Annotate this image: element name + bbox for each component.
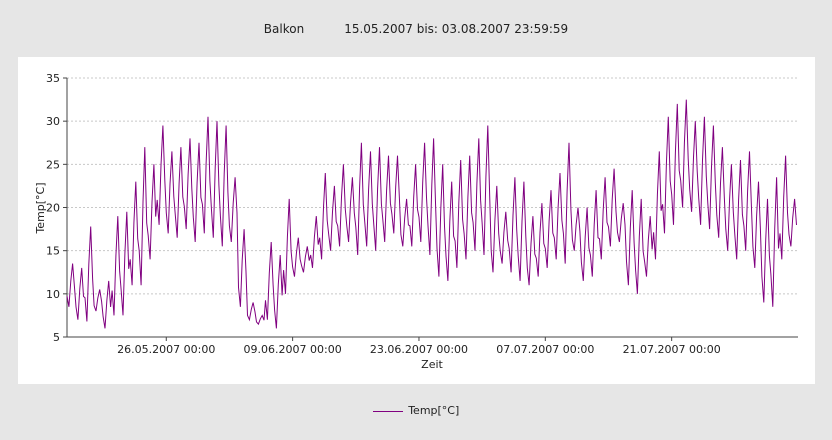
y-axis-label: Temp[°C] xyxy=(34,182,47,234)
legend: Temp[°C] xyxy=(0,404,832,417)
y-tick-label: 5 xyxy=(53,331,60,344)
x-tick-label: 09.06.2007 00:00 xyxy=(244,343,342,356)
x-tick-label: 07.07.2007 00:00 xyxy=(496,343,594,356)
grid-lines xyxy=(67,77,798,295)
y-tick-label: 25 xyxy=(46,158,60,171)
chart-title-location: Balkon xyxy=(263,22,305,36)
y-tick-label: 35 xyxy=(46,72,60,85)
y-tick-label: 20 xyxy=(46,202,60,215)
chart-title: Balkon 15.05.2007 bis: 03.08.2007 23:59:5… xyxy=(0,22,832,36)
y-axis-ticks: 5 10 15 20 25 30 35 xyxy=(46,72,67,344)
y-tick-label: 10 xyxy=(46,288,60,301)
x-axis-label: Zeit xyxy=(421,358,443,371)
chart-title-range: 15.05.2007 bis: 03.08.2007 23:59:59 xyxy=(344,22,569,36)
series-line-temp xyxy=(66,99,797,329)
x-axis-ticks: 26.05.2007 00:00 09.06.2007 00:00 23.06.20… xyxy=(117,337,721,356)
y-tick-label: 15 xyxy=(46,245,60,258)
legend-label-temp: Temp[°C] xyxy=(408,404,460,417)
y-tick-label: 30 xyxy=(46,115,60,128)
x-tick-label: 26.05.2007 00:00 xyxy=(117,343,215,356)
legend-swatch-temp xyxy=(372,410,403,412)
x-tick-label: 21.07.2007 00:00 xyxy=(623,343,721,356)
chart-panel xyxy=(18,57,815,384)
x-tick-label: 23.06.2007 00:00 xyxy=(370,343,468,356)
